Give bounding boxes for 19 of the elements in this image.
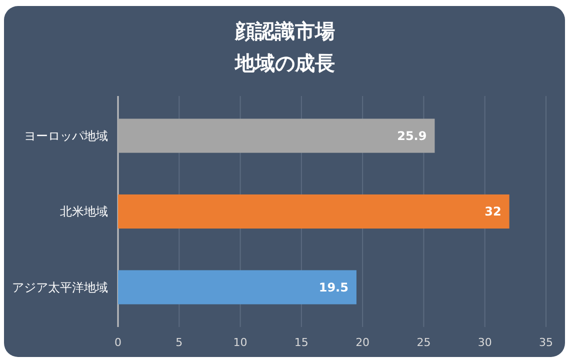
- x-tick-label: 25: [416, 336, 431, 349]
- x-tick-label: 0: [114, 336, 122, 349]
- x-tick-label: 15: [294, 336, 308, 349]
- x-tick-label: 20: [356, 336, 370, 349]
- bar: [118, 194, 510, 229]
- x-tick-label: 5: [176, 336, 183, 349]
- data-label: 19.5: [318, 280, 348, 294]
- x-tick-label: 30: [478, 336, 492, 349]
- chart-title: 顔認識市場: [234, 19, 335, 43]
- bar: [118, 270, 356, 304]
- data-label: 25.9: [397, 128, 427, 143]
- bar: [118, 118, 435, 153]
- x-tick-label: 35: [539, 336, 553, 349]
- y-tick-label: 北米地域: [60, 204, 108, 219]
- y-tick-label: アジア太平洋地域: [12, 280, 108, 294]
- x-tick-label: 10: [233, 336, 248, 349]
- chart-subtitle: 地域の成長: [234, 51, 335, 75]
- y-tick-label: ヨーロッパ地域: [24, 128, 108, 143]
- data-label: 32: [484, 204, 502, 219]
